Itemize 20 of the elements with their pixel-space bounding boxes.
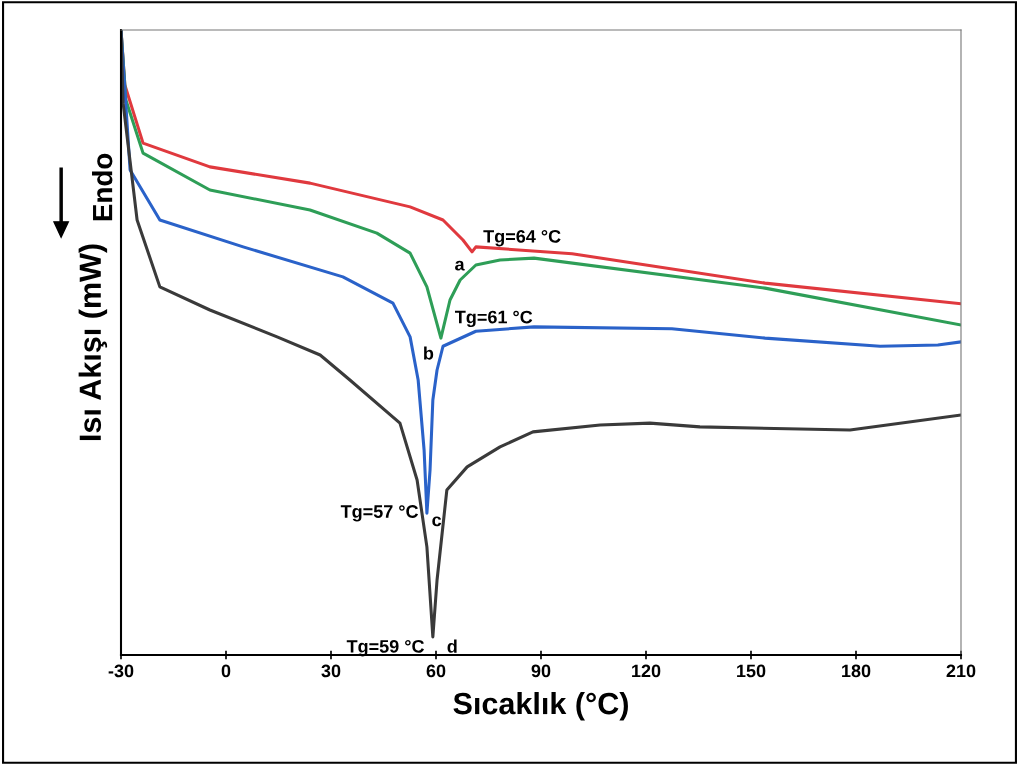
annotation: Tg=61 °C [454, 310, 533, 328]
x-tick-label: 30 [321, 664, 341, 678]
x-tick-label: 150 [737, 664, 766, 678]
annotation: Tg=57 °C [340, 505, 419, 522]
x-axis-title: Sıcaklık (°C) [453, 691, 628, 721]
x-tick-label: 60 [426, 664, 446, 678]
annotation: a [455, 260, 465, 271]
x-tick-label: 120 [632, 664, 661, 678]
x-tick-label: 0 [221, 664, 231, 678]
annotation: Tg=64 °C [483, 229, 561, 247]
y-axis-title: Isı Akışı (mW) [78, 244, 108, 441]
annotation: d [447, 639, 457, 653]
annotation: c [432, 516, 442, 527]
x-tick-label: 210 [946, 664, 976, 678]
annotation: b [424, 346, 434, 360]
text: Endo [92, 153, 113, 221]
annotation: Tg=59 °C [346, 639, 425, 657]
x-tick-label: 180 [842, 664, 871, 678]
x-tick-label: -30 [108, 664, 134, 678]
x-tick-label: 90 [531, 664, 551, 678]
